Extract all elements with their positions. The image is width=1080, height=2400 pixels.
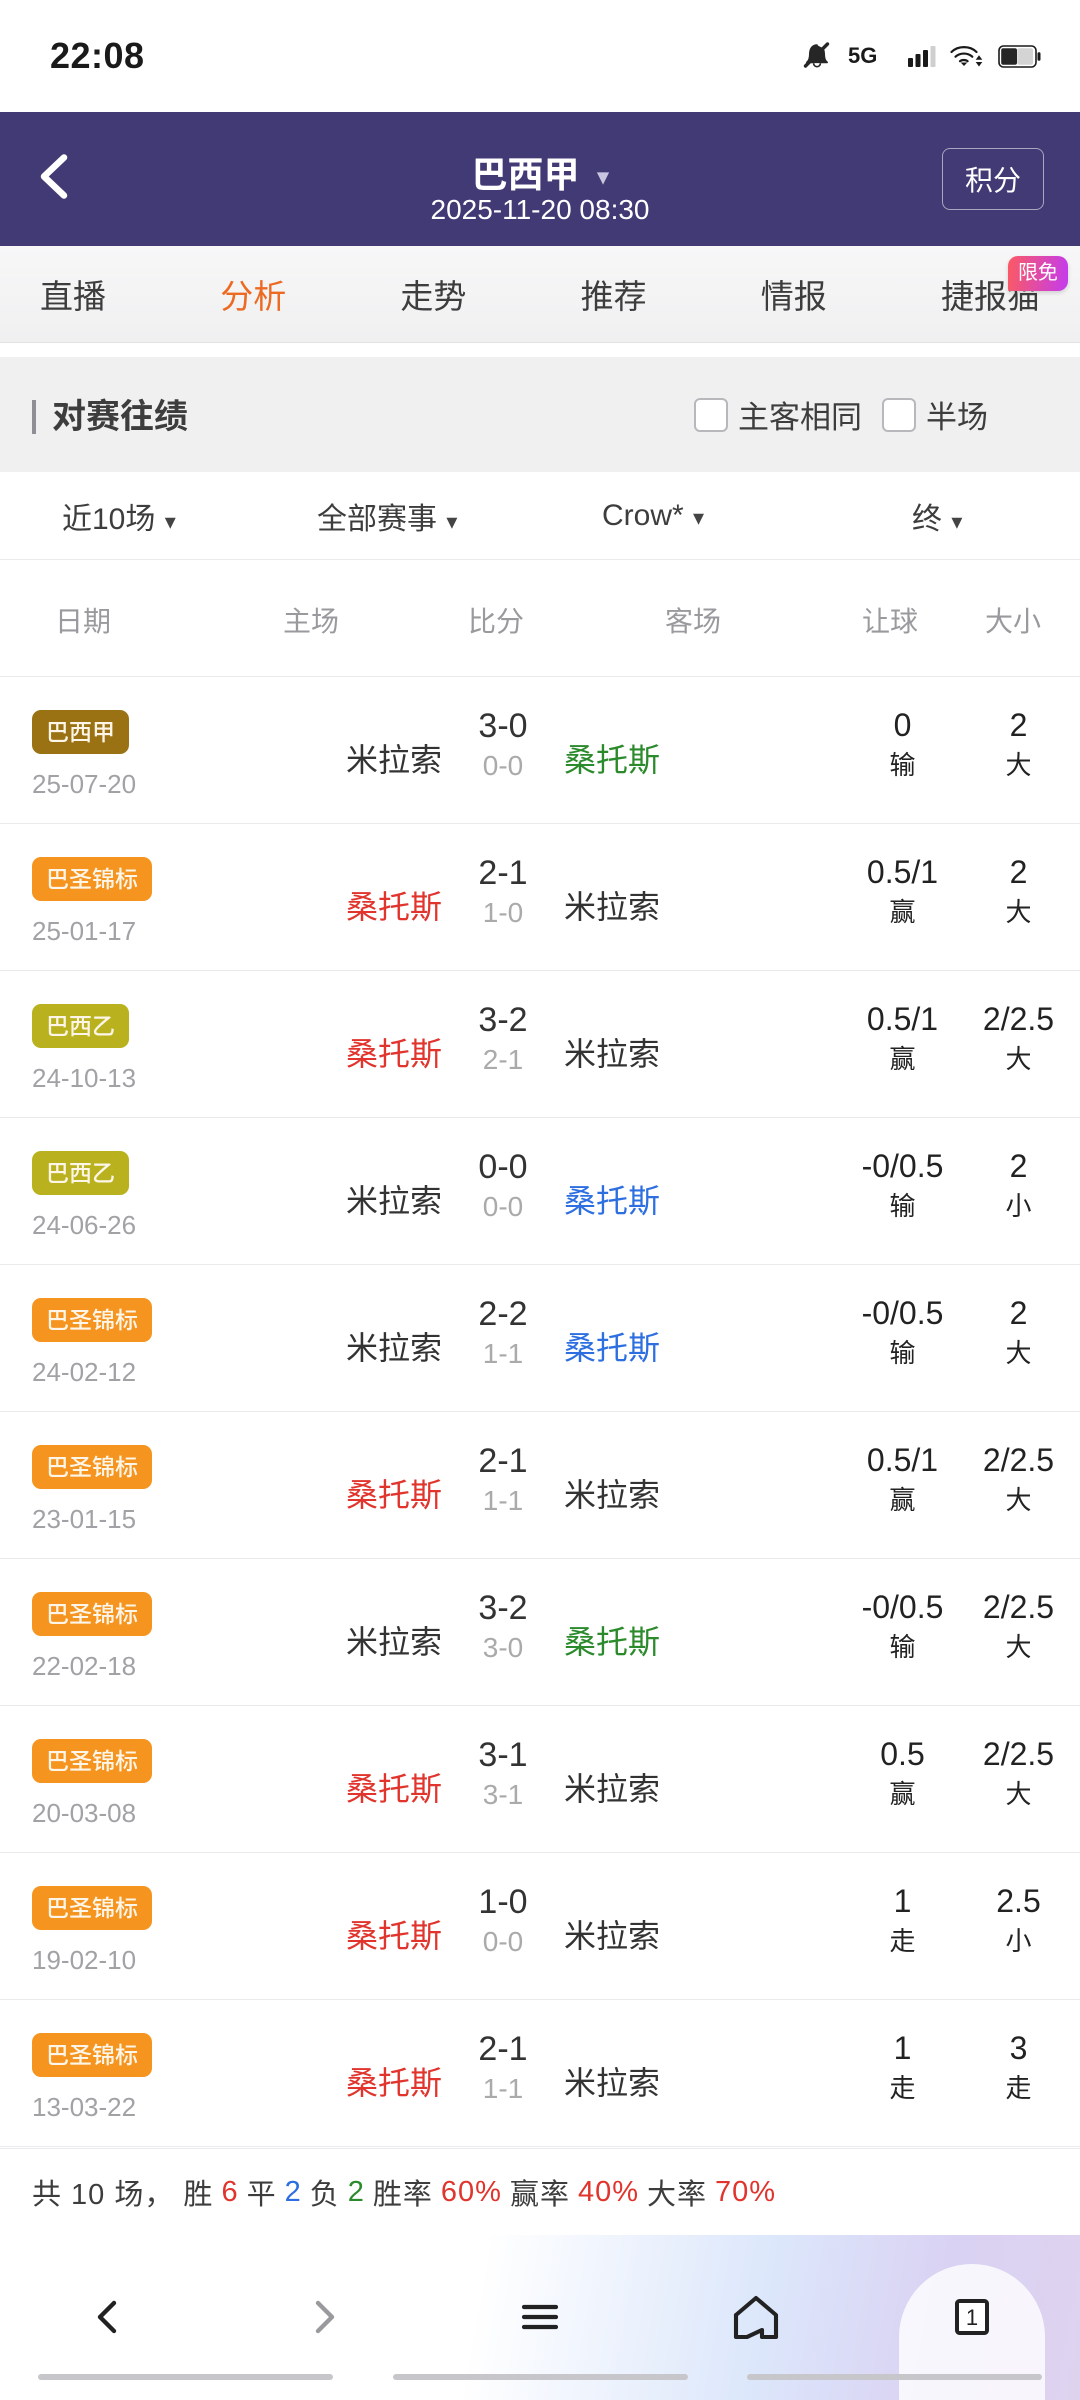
svg-text:1: 1	[966, 2305, 978, 2330]
svg-text:5G: 5G	[848, 44, 877, 68]
